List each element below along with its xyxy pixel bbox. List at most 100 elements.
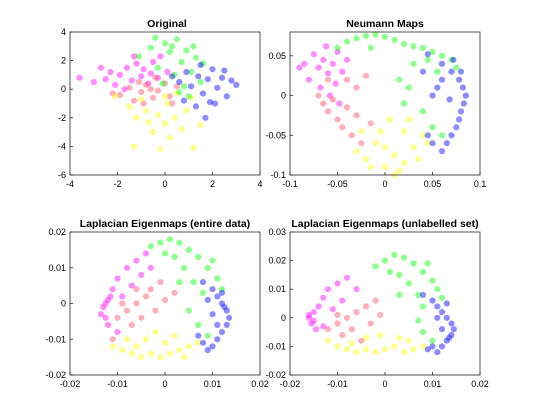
data-point-class-0 [76,74,83,81]
data-point-class-0 [310,51,317,58]
y-tick-label: 4 [61,27,66,37]
data-point-class-1 [150,94,157,101]
data-point-class-2 [377,331,384,339]
data-point-class-1 [142,293,150,300]
data-point-class-0 [102,76,109,83]
data-point-class-3 [429,124,436,131]
data-point-class-0 [332,80,339,87]
data-point-class-3 [372,263,379,270]
data-point-class-3 [195,321,202,328]
data-point-class-1 [348,132,355,139]
panel-4: Laplacian Eigenmaps (unlabelled set) -0.… [265,218,488,389]
data-point-class-4 [443,140,450,147]
data-point-class-4 [192,103,199,110]
data-point-class-2 [362,346,370,353]
data-point-class-2 [133,114,140,121]
x-tick-label: 4 [257,179,262,189]
data-point-class-4 [438,309,446,316]
data-point-class-3 [415,291,422,298]
data-point-class-3 [396,291,403,298]
data-point-class-2 [353,349,360,356]
data-point-class-1 [133,286,140,293]
data-point-class-0 [334,280,341,287]
data-point-class-0 [329,306,336,313]
data-point-class-4 [419,291,427,298]
data-point-class-2 [424,140,431,147]
data-point-class-3 [185,307,192,314]
data-point-class-3 [429,337,436,344]
data-point-class-2 [348,340,355,347]
data-point-class-0 [320,56,327,63]
x-tick-label: -0.05 [327,179,348,189]
data-point-class-4 [197,61,204,68]
data-point-class-3 [173,36,180,43]
data-point-class-0 [308,320,315,327]
data-point-class-2 [410,346,417,353]
y-tick-label: -2 [58,113,66,123]
data-point-class-3 [166,236,173,243]
data-point-class-1 [161,296,169,303]
data-point-class-2 [419,343,427,350]
data-point-class-2 [190,144,197,151]
data-point-class-0 [116,71,123,78]
data-point-class-1 [116,91,123,98]
y-tick-label: 0 [61,299,66,309]
y-tick-label: -0.01 [45,334,66,344]
data-point-class-4 [457,68,465,75]
data-point-class-3 [386,268,393,276]
data-point-class-4 [176,78,183,86]
x-tick-label: 0.02 [251,379,269,389]
y-tick-label: -6 [58,170,66,180]
data-point-class-4 [204,76,211,83]
data-point-class-0 [296,64,303,71]
data-point-class-0 [313,326,320,333]
data-point-class-2 [142,336,150,343]
data-point-class-3 [334,44,341,52]
data-point-class-1 [334,311,341,318]
data-point-class-0 [97,311,104,318]
data-point-class-0 [100,304,107,311]
data-point-class-2 [400,349,408,356]
data-point-class-3 [190,279,197,286]
data-point-class-4 [448,331,455,339]
data-point-class-2 [343,346,351,353]
data-point-class-2 [410,144,417,151]
data-point-class-0 [119,293,126,300]
data-point-class-1 [353,84,360,91]
data-point-class-0 [339,297,346,304]
data-point-class-3 [180,83,188,90]
data-point-class-1 [358,140,365,147]
data-point-class-4 [462,92,469,99]
x-tick-label: -0.02 [60,379,81,389]
x-tick-label: -4 [66,179,74,189]
data-point-class-3 [159,80,166,87]
data-point-class-3 [353,35,360,42]
data-point-class-3 [161,40,169,47]
data-point-class-2 [166,350,173,357]
data-point-class-4 [434,303,441,310]
x-tick-label: 0.05 [424,179,442,189]
data-point-class-2 [362,156,370,163]
data-point-class-0 [336,100,343,107]
data-point-class-0 [324,286,332,293]
data-point-class-1 [154,87,161,94]
data-point-class-1 [152,74,159,81]
data-point-class-0 [317,84,324,91]
panel-2-points [296,31,469,179]
data-point-class-3 [372,31,379,38]
data-point-class-4 [424,51,431,58]
data-point-class-4 [214,84,221,91]
data-point-class-2 [324,337,332,344]
data-point-class-3 [391,36,398,44]
data-point-class-3 [147,44,154,51]
data-point-class-2 [334,343,341,350]
y-tick-label: -0.05 [265,130,286,140]
data-point-class-1 [128,321,135,328]
y-tick-label: -0.02 [45,370,66,380]
data-point-class-4 [218,289,226,296]
x-tick-label: -0.01 [327,379,348,389]
data-point-class-2 [142,107,150,114]
data-point-class-2 [138,354,145,361]
y-tick-label: -0.01 [265,341,286,351]
data-point-class-3 [195,253,202,261]
